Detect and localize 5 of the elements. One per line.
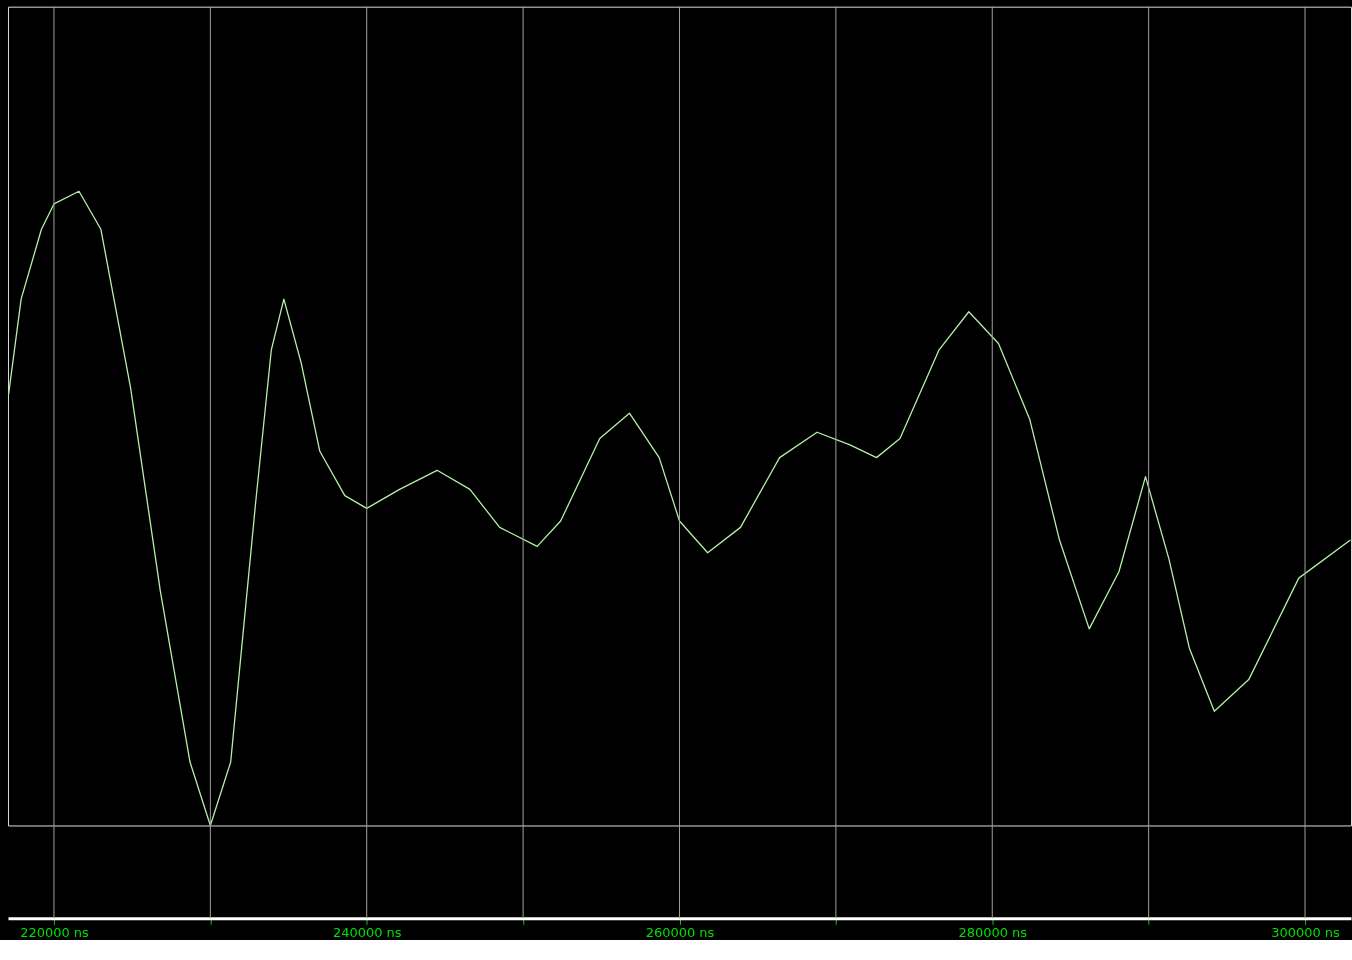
x-tick-label: 220000 ns [20,924,90,940]
x-tick-label: 280000 ns [958,924,1028,940]
x-tick-label: 240000 ns [332,924,402,940]
x-tick-label: 260000 ns [645,924,715,940]
x-tick-label: 300000 ns [1271,924,1341,940]
